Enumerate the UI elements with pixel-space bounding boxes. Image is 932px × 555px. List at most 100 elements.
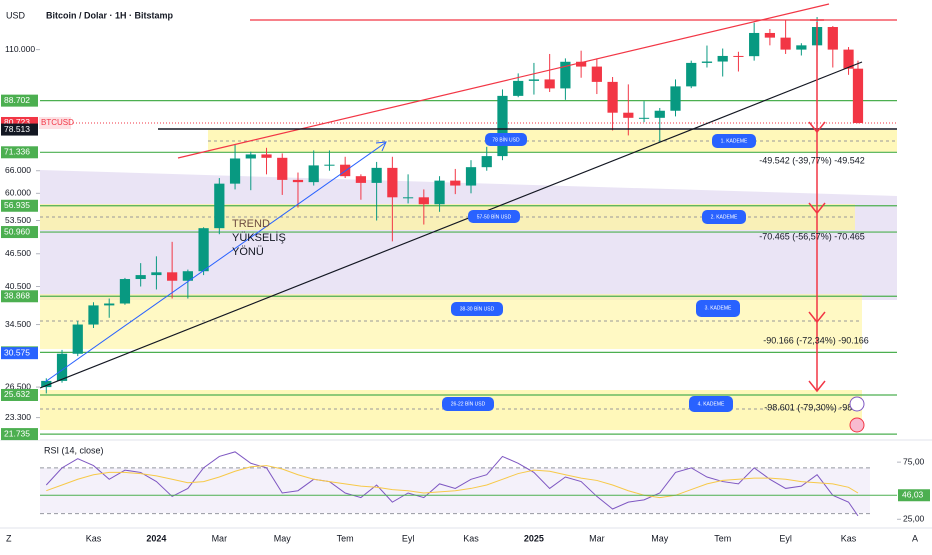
measure-label: -49.542 (-39,77%) -49.542 [759,155,865,165]
candle-body [167,272,178,281]
corner-label: Z [6,533,12,543]
candle-body [355,176,367,183]
corner-label: A [912,533,918,543]
level-box [1,428,38,441]
candle-body [182,271,193,281]
candle-body [229,158,241,184]
level-label: 56.935 [4,200,30,210]
level-box [1,226,38,239]
candle-body [701,61,713,63]
candle-body [56,353,68,381]
candle-body [450,180,461,186]
rsi-tick-label: 75,00 [903,456,925,466]
x-tick-label: Mar [212,533,228,543]
rsi-tick-label: 25,00 [903,514,925,524]
level-box [1,123,38,136]
y-tick-label: 23.300 [5,412,31,422]
candle-body [135,275,146,280]
zone-label: 38-30 BİN USD [460,305,495,312]
stage-label: 1. KADEME [721,138,748,144]
candle-body [654,110,665,118]
candle-body [686,62,697,87]
candle-body [513,80,524,96]
candle-body [607,81,618,113]
candle-body [560,61,571,89]
chart-title: Bitcoin / Dolar · 1H · Bitstamp [46,10,174,20]
candle-body [827,27,838,50]
measure-label: -90.166 (-72,34%) -90.166 [763,335,869,345]
zone-pill [468,210,520,223]
level-label: 50.960 [4,226,30,236]
x-tick-label: Mar [589,533,605,543]
candle-body [591,66,602,82]
x-tick-label: Kas [86,533,102,543]
candle-body [670,86,681,111]
candle-body [623,112,634,118]
level-label: 30.575 [4,347,30,357]
stage-pill [712,134,756,148]
level-tag: BTCUSD [41,118,74,127]
candle-body [638,117,650,119]
candle-body [324,164,335,166]
candle-body [733,55,744,57]
candle-body [88,305,99,325]
zone-pill [451,302,503,316]
level-box [1,290,38,303]
rsi-current-box [898,489,930,502]
currency: USD [6,10,26,20]
arrow-head [808,380,826,393]
x-tick-label: 2024 [146,533,166,543]
x-tick-label: 2025 [524,533,544,543]
candle-body [465,167,477,186]
candle-body [843,49,854,69]
candle-body [780,37,791,50]
level-box [1,146,38,159]
stage-label: 2. KADEME [711,214,738,220]
y-tick-label: 34.500 [5,319,31,329]
trend-text: YÖNÜ [232,246,264,258]
candle-body [292,179,304,183]
y-tick-label: 60.000 [5,188,31,198]
stage-pill [702,210,746,224]
x-tick-label: Tem [714,533,731,543]
flag-icon [849,417,865,433]
level-label: 25.632 [4,389,30,399]
level-label: 78.513 [4,124,30,134]
candle-body [151,272,162,276]
candle-body [528,79,540,81]
candle-body [41,380,52,388]
y-tick-label: 53.500 [5,215,31,225]
rsi-line [46,465,859,499]
rsi-title: RSI (14, close) [44,445,104,455]
arrow-head [375,141,387,152]
trend-line-upper [177,3,830,159]
x-tick-label: May [651,533,669,543]
stage-label: 3. KADEME [705,305,732,311]
candle-body [261,154,272,158]
trend-text: TREND [232,218,270,230]
y-tick-label: 46.500 [5,248,31,258]
candle-body [749,32,760,57]
x-tick-label: Eyl [779,533,792,543]
candle-body [544,79,555,89]
candle-body [497,95,508,157]
candle-body [764,32,775,38]
level-label: 88.702 [4,95,30,105]
measure-label: -70.465 (-56,57%) -70.465 [759,231,865,241]
x-tick-label: Kas [463,533,479,543]
level-label: 80.723 [4,117,30,127]
y-tick-label: 40.500 [5,281,31,291]
x-tick-label: May [274,533,292,543]
candle-body [72,324,83,354]
arrow-head [808,202,826,215]
level-label: 38.868 [4,291,30,301]
wedge-zone [40,170,897,300]
level-label: 21.735 [4,428,30,438]
trend-line-lower [39,61,863,389]
zone-label: 57-50 BİN USD [477,213,512,220]
candle-body [852,68,864,123]
measure-label: -98.601 (-79,30%) -98.6 [764,402,860,412]
level-box [1,388,38,401]
trend-text: YÜKSELİŞ [232,231,286,244]
candle-body [796,45,807,50]
